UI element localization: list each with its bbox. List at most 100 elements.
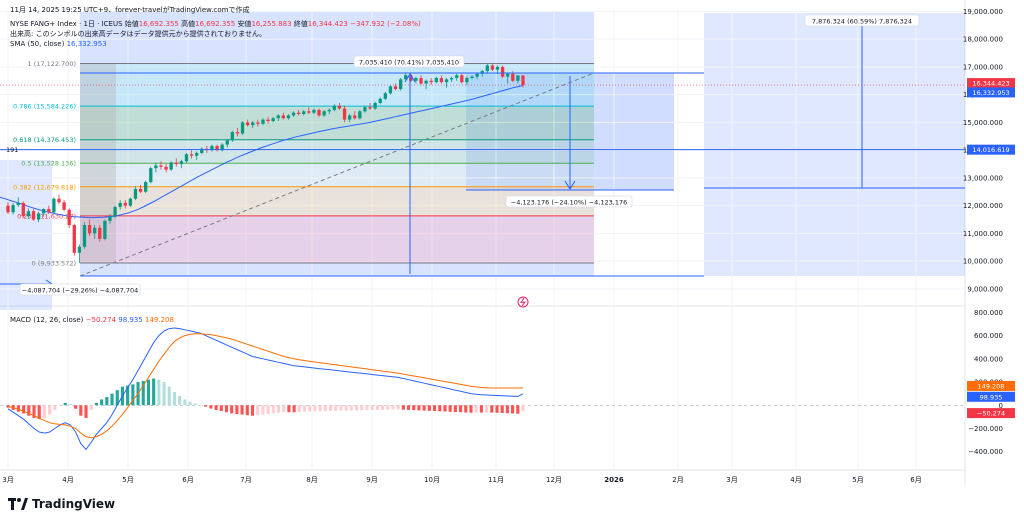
macd-histogram-bar — [131, 384, 135, 406]
macd-histogram-bar — [490, 405, 494, 413]
price-tick-label: 19,000.000 — [963, 8, 1003, 16]
candle-body — [495, 66, 500, 70]
candle-body — [281, 115, 286, 119]
macd-histogram-bar — [323, 405, 327, 412]
macd-histogram-bar — [354, 405, 359, 411]
macd-axis-label-tag — [967, 391, 1015, 402]
macd-histogram-bar — [58, 405, 62, 407]
candle-body — [52, 198, 56, 213]
fib-level-label: 1 (17,122.700) — [28, 60, 77, 68]
candle-body — [108, 216, 112, 221]
hist-axis-label-tag — [967, 408, 1015, 419]
candle-body — [93, 227, 97, 234]
candle-body — [276, 115, 280, 119]
candle-body — [388, 86, 393, 94]
candle-body — [444, 79, 449, 83]
macd-histogram-bar — [370, 405, 374, 411]
macd-histogram-bar — [271, 405, 275, 414]
low-label: 安値 — [237, 20, 252, 28]
macd-histogram-bar — [74, 405, 78, 409]
candle-body — [251, 122, 255, 126]
candle-body — [266, 119, 270, 122]
candle-body — [449, 77, 454, 80]
macd-histogram-bar — [318, 405, 322, 412]
macd-histogram-bar — [328, 405, 333, 411]
macd-histogram-bar — [152, 378, 156, 406]
candle-body — [47, 208, 51, 213]
sma-price-label: 16,332.953 — [972, 89, 1009, 97]
macd-legend[interactable]: MACD (12, 26, close) −50.274 98.935 149.… — [10, 316, 174, 324]
candle-body — [82, 225, 87, 247]
macd-histogram-bar — [162, 382, 166, 406]
candle-body — [393, 86, 398, 90]
tradingview-logo[interactable]: TradingView — [8, 497, 115, 511]
candle-body — [378, 98, 382, 103]
macd-histogram-bar — [204, 405, 208, 407]
candle-body — [87, 225, 92, 234]
candle-body — [332, 105, 336, 110]
hist-axis-label: −50.274 — [977, 410, 1005, 418]
candle-body — [215, 145, 219, 151]
candle-body — [291, 112, 296, 116]
sma-value: 16,332.953 — [66, 40, 107, 48]
candle-body — [404, 75, 408, 80]
macd-histogram-bar — [79, 405, 83, 416]
time-tick-label: 2026 — [604, 476, 624, 484]
macd-tick-label: 400.000 — [974, 355, 1003, 363]
macd-histogram-bar — [485, 405, 489, 413]
candle-body — [144, 182, 148, 192]
candle-body — [133, 188, 138, 199]
macd-histogram-bar — [365, 405, 369, 411]
candle-body — [11, 205, 15, 213]
macd-histogram-bar — [516, 405, 520, 414]
volume-note-text: 出来高: このシンボルの出来高データはデータ提供元から提供されておりません。 — [10, 30, 266, 38]
candle-body — [465, 77, 469, 83]
macd-histogram-bar — [427, 405, 431, 411]
candle-body — [485, 65, 489, 72]
candle-body — [113, 207, 117, 217]
macd-histogram-bar — [198, 404, 203, 406]
symbol-legend[interactable]: NYSE FANG+ Index · 1日 · ICEUS 始値16,692.3… — [10, 20, 421, 28]
macd-histogram-bar — [37, 405, 41, 420]
macd-histogram-bar — [334, 405, 338, 411]
candle-body — [296, 112, 301, 115]
candle-body — [184, 154, 189, 162]
macd-histogram-bar — [422, 405, 426, 411]
macd-tick-label: −200.000 — [968, 425, 1003, 433]
time-tick-label: 12月 — [546, 476, 562, 484]
long-measure-zone — [80, 12, 594, 276]
time-tick-label: 9月 — [366, 476, 377, 484]
timestamp-line: 11月 14, 2025 19:25 UTC+9、forever-travelが… — [10, 6, 249, 14]
fib-level-label: 0.382 (12,679.818) — [13, 183, 76, 191]
macd-histogram-bar — [521, 405, 525, 412]
sma-legend[interactable]: SMA (50, close) 16,332.953 — [10, 40, 107, 48]
low-value: 16,255.883 — [251, 20, 292, 28]
candle-body — [302, 111, 306, 115]
candle-body — [358, 111, 362, 119]
macd-histogram-bar — [100, 399, 104, 406]
macd-histogram-bar — [178, 395, 182, 406]
candle-body — [123, 202, 127, 206]
signal-line — [7, 333, 524, 439]
macd-histogram-bar — [469, 405, 473, 413]
candle-body — [434, 77, 438, 83]
measure-label-right: 7,876.324 (60.59%) 7,876,324 — [812, 18, 912, 26]
timestamp: 11月 14, 2025 19:25 UTC+9、forever-travelが… — [10, 6, 250, 14]
candle-body — [164, 166, 168, 170]
macd-tick-label: 0 — [999, 402, 1003, 410]
measure-label-left: −4,087,704 (−29.26%) −4,087,704 — [22, 287, 139, 295]
macd-histogram-bar — [68, 404, 72, 406]
candle-body — [42, 208, 46, 214]
time-tick-label: 4月 — [62, 476, 73, 484]
candle-body — [322, 111, 326, 116]
sma-label: SMA (50, close) — [10, 40, 65, 48]
candle-body — [57, 198, 61, 203]
candle-body — [516, 75, 520, 81]
macd-histogram-bar — [339, 405, 343, 411]
candle-body — [307, 111, 311, 113]
macd-histogram-bar — [495, 405, 499, 413]
candle-body — [414, 77, 418, 81]
macd-hist-value: −50.274 — [85, 316, 117, 324]
macd-histogram-bar — [479, 405, 483, 413]
